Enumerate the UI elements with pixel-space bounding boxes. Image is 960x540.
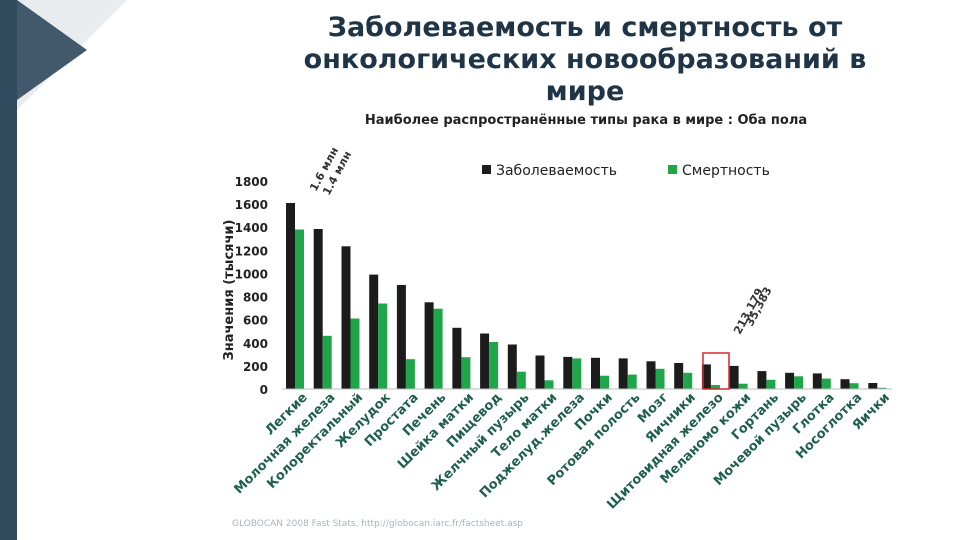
bar-incidence xyxy=(369,274,379,389)
y-tick-label: 1800 xyxy=(235,175,268,189)
bars xyxy=(286,203,887,389)
legend-label-mortality: Смертность xyxy=(682,163,770,179)
bar-incidence xyxy=(812,373,822,389)
y-tick-label: 0 xyxy=(260,383,268,397)
chart-title: Наиболее распространённые типы рака в ми… xyxy=(365,113,807,128)
y-axis-ticks: 0 200 400 600 800 1000 1200 1400 1600 1800 xyxy=(235,175,268,397)
y-tick-label: 800 xyxy=(243,291,268,305)
y-tick-label: 400 xyxy=(243,337,268,351)
y-tick-label: 600 xyxy=(243,314,268,328)
y-tick-label: 1000 xyxy=(235,267,268,281)
y-axis-label: Значения (тысячи) xyxy=(222,220,237,361)
bar-incidence xyxy=(729,365,739,389)
slide-title-line1: Заболеваемость и смертность от xyxy=(327,12,843,43)
bar-incidence xyxy=(563,356,573,389)
bar-mortality xyxy=(710,385,720,389)
bar-incidence xyxy=(507,344,517,389)
bar-incidence xyxy=(424,302,434,389)
bar-incidence xyxy=(674,363,684,389)
bar-mortality xyxy=(350,318,360,389)
bar-mortality xyxy=(821,378,831,389)
bar-incidence xyxy=(341,246,351,389)
legend-swatch-incidence xyxy=(482,165,491,174)
bar-mortality xyxy=(544,380,554,389)
legend-swatch-mortality xyxy=(668,165,677,174)
bar-incidence xyxy=(480,333,490,389)
bar-mortality xyxy=(572,358,582,389)
bar-mortality xyxy=(433,308,443,389)
bar-mortality xyxy=(378,303,388,389)
bar-incidence xyxy=(757,371,767,389)
bar-incidence xyxy=(646,361,656,389)
legend: Заболеваемость Смертность xyxy=(482,163,770,179)
slide-title-line2: онкологических новообразований в мире xyxy=(303,44,867,107)
bar-mortality xyxy=(794,376,804,389)
bar-mortality xyxy=(516,371,526,389)
bar-incidence xyxy=(396,285,406,389)
bar-incidence xyxy=(618,358,628,389)
source-note: GLOBOCAN 2008 Fast Stats, http://globoca… xyxy=(232,519,523,529)
y-tick-label: 1400 xyxy=(235,221,268,235)
bar-mortality xyxy=(600,375,609,389)
highlight-box-thyroid xyxy=(702,352,730,390)
bar-mortality xyxy=(738,383,748,389)
side-decor-triangle xyxy=(17,0,87,100)
y-tick-label: 200 xyxy=(243,360,268,374)
bar-mortality xyxy=(295,229,304,389)
slide-title: Заболеваемость и смертность от онкологич… xyxy=(260,12,910,108)
bar-incidence xyxy=(591,357,600,389)
bar-incidence xyxy=(701,364,711,389)
bar-mortality xyxy=(766,379,776,389)
bar-incidence xyxy=(868,383,878,389)
bar-incidence xyxy=(840,379,850,389)
legend-label-incidence: Заболеваемость xyxy=(496,163,617,179)
bar-mortality xyxy=(627,374,637,389)
bar-mortality xyxy=(849,383,859,389)
y-tick-label: 1600 xyxy=(235,198,268,212)
bar-mortality xyxy=(461,357,471,389)
bar-incidence xyxy=(535,355,545,389)
y-tick-label: 1200 xyxy=(235,244,268,258)
bar-incidence xyxy=(313,229,323,389)
side-accent-bar xyxy=(0,0,17,540)
bar-mortality xyxy=(683,372,693,389)
bar-mortality xyxy=(322,335,332,389)
bar-incidence xyxy=(452,327,462,389)
bar-incidence xyxy=(286,203,295,389)
bar-mortality xyxy=(655,368,665,389)
bar-incidence xyxy=(785,372,795,389)
bar-mortality xyxy=(489,342,499,389)
bar-mortality xyxy=(877,387,887,389)
bar-mortality xyxy=(405,359,415,389)
